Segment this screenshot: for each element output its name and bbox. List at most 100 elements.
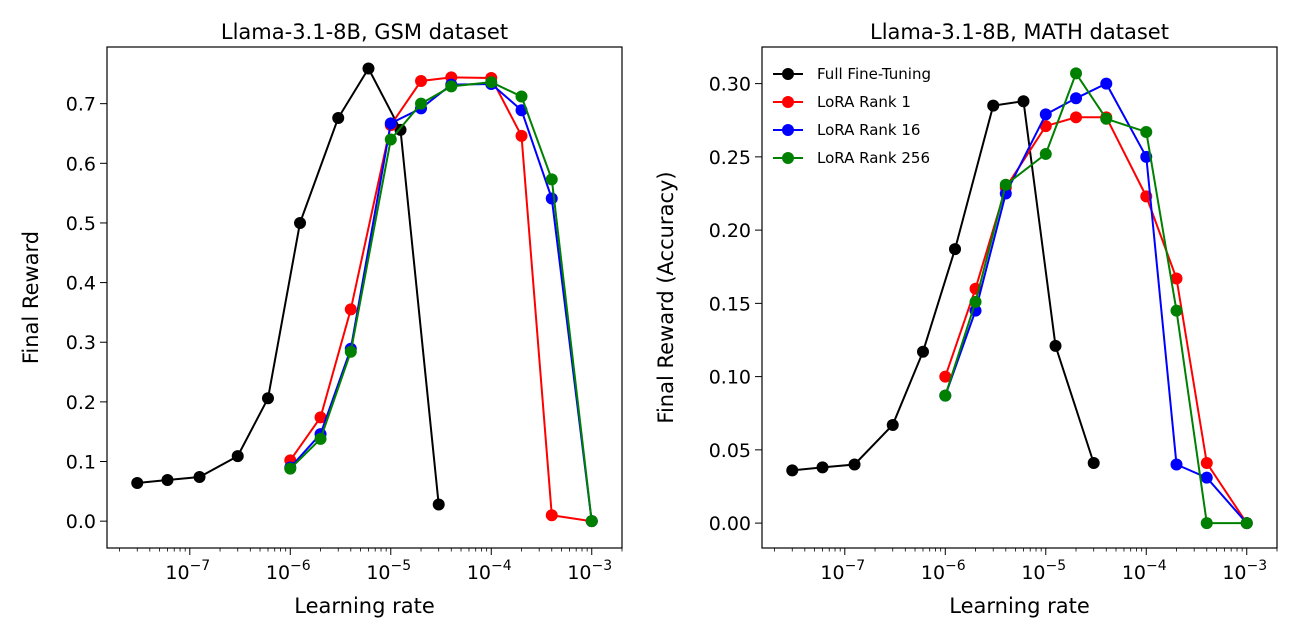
x-axis-label: Learning rate [949, 594, 1090, 618]
y-tick-label: 0.6 [66, 153, 96, 175]
series-line [137, 66, 440, 505]
data-point [231, 450, 244, 463]
data-point [999, 178, 1012, 191]
x-tick-label: 10−3 [567, 558, 612, 584]
x-tick-label: 10−4 [467, 558, 512, 584]
x-tick-label: 10−3 [1222, 558, 1267, 584]
data-point [1170, 304, 1183, 317]
data-point [1140, 125, 1153, 138]
data-point [362, 62, 375, 75]
x-tick-label: 10−4 [1122, 558, 1167, 584]
data-point [344, 303, 357, 316]
x-tick-label: 10−5 [366, 558, 411, 584]
data-point [786, 464, 799, 477]
data-point [261, 392, 274, 405]
data-point [1100, 77, 1113, 90]
x-tick-exponent: −5 [1046, 558, 1067, 574]
plot-frame [106, 46, 623, 549]
x-tick-exponent: −6 [290, 558, 311, 574]
series-lora-rank-256 [284, 76, 598, 528]
legend-entry-label: LoRA Rank 256 [817, 149, 930, 167]
x-tick-base: 10 [1222, 562, 1246, 584]
series-line [944, 71, 1247, 525]
y-tick-label: 0.25 [709, 147, 751, 169]
data-point [415, 97, 428, 110]
data-point [1070, 67, 1083, 80]
legend-swatch-marker [782, 96, 794, 108]
series-line [792, 100, 1095, 472]
series-full-fine-tuning [786, 95, 1100, 477]
data-point [1039, 147, 1052, 160]
y-tick-label: 0.05 [709, 440, 751, 462]
y-axis-label: Final Reward (Accuracy) [654, 171, 678, 423]
x-tick-exponent: −4 [491, 558, 512, 574]
y-tick-label: 0.0 [66, 511, 96, 533]
data-point [545, 173, 558, 186]
series-lora-rank-16 [284, 77, 598, 528]
legend-entry-label: Full Fine-Tuning [817, 65, 931, 83]
series-line [289, 76, 592, 523]
data-point [939, 370, 952, 383]
x-tick-exponent: −3 [1247, 558, 1268, 574]
data-point [1087, 457, 1100, 470]
x-tick-exponent: −6 [945, 558, 966, 574]
data-point [987, 99, 1000, 112]
y-tick-label: 0.1 [66, 452, 96, 474]
data-point [344, 345, 357, 358]
data-point [1170, 458, 1183, 471]
data-point [415, 74, 428, 87]
x-tick-base: 10 [820, 562, 844, 584]
x-tick-exponent: −7 [845, 558, 866, 574]
x-tick-base: 10 [366, 562, 390, 584]
y-tick-label: 0.15 [709, 293, 751, 315]
data-point [1240, 517, 1253, 530]
data-point [949, 243, 962, 256]
y-tick-label: 0.3 [66, 332, 96, 354]
data-point [916, 345, 929, 358]
y-tick-label: 0.4 [66, 273, 96, 295]
x-tick-label: 10−5 [1021, 558, 1066, 584]
data-point [939, 389, 952, 402]
data-point [1049, 339, 1062, 352]
x-tick-base: 10 [1122, 562, 1146, 584]
data-point [445, 80, 458, 93]
series-full-fine-tuning [131, 62, 445, 511]
data-point [1070, 111, 1083, 124]
data-point [969, 295, 982, 308]
data-point [515, 129, 528, 142]
data-point [1200, 457, 1213, 470]
data-point [545, 192, 558, 205]
y-tick-label: 0.00 [709, 513, 751, 535]
x-tick-base: 10 [266, 562, 290, 584]
x-tick-label: 10−7 [165, 558, 210, 584]
x-tick-base: 10 [165, 562, 189, 584]
data-point [432, 498, 445, 511]
series-line [289, 81, 593, 522]
data-point [294, 216, 307, 229]
legend-swatch-marker [782, 68, 794, 80]
data-point [384, 117, 397, 130]
y-tick-label: 0.2 [66, 392, 96, 414]
data-point [131, 476, 144, 489]
plot-frame [761, 46, 1278, 549]
data-point [161, 474, 174, 487]
data-point [193, 471, 206, 484]
data-point [886, 418, 899, 431]
y-tick-label: 0.7 [66, 94, 96, 116]
x-tick-base: 10 [1021, 562, 1045, 584]
y-axis-label: Final Reward [19, 231, 43, 364]
series-line [289, 82, 593, 522]
series-line [944, 82, 1248, 524]
y-tick-label: 0.5 [66, 213, 96, 235]
x-tick-label: 10−6 [921, 558, 966, 584]
y-tick-label: 0.20 [709, 220, 751, 242]
chart-title: Llama-3.1-8B, MATH dataset [870, 20, 1169, 44]
y-tick-label: 0.10 [709, 367, 751, 389]
data-point [314, 411, 327, 424]
data-point [485, 76, 498, 89]
data-point [1070, 92, 1083, 105]
data-point [816, 461, 829, 474]
x-tick-exponent: −7 [190, 558, 211, 574]
